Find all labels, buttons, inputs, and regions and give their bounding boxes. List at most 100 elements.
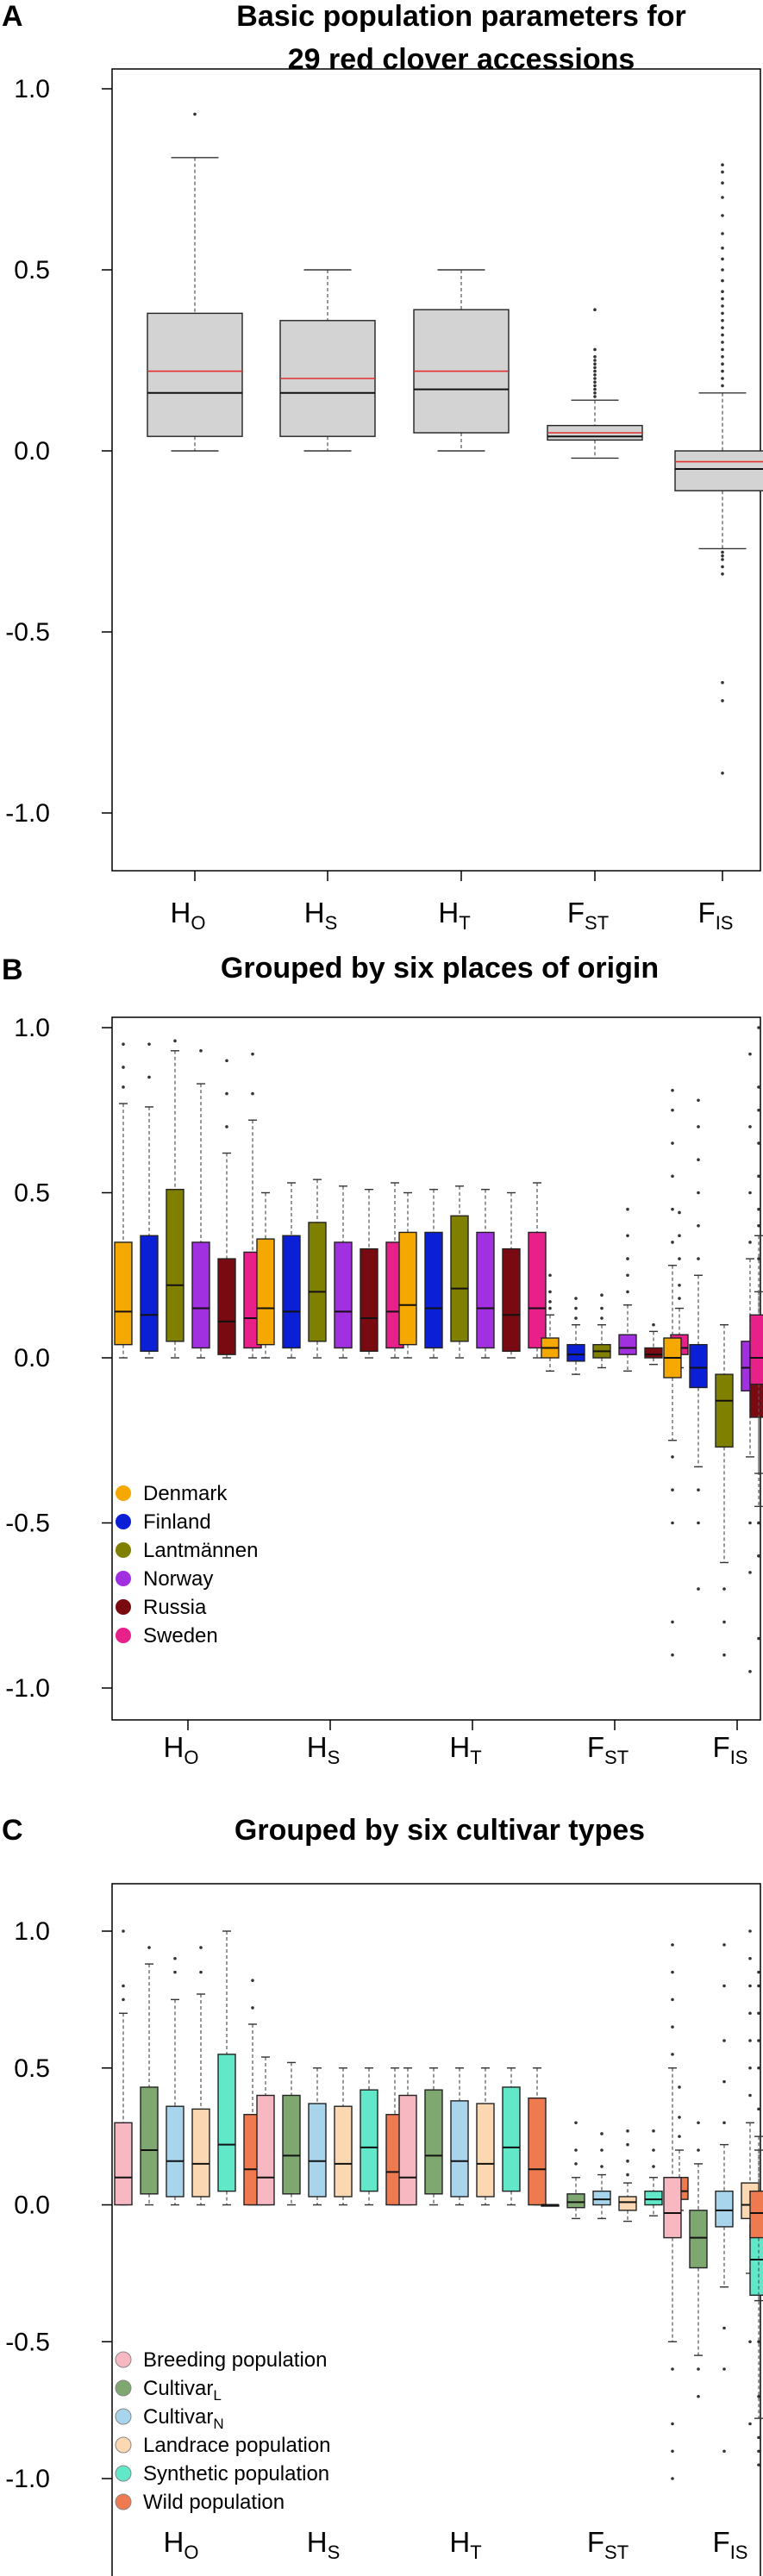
- outlier-point: [671, 1653, 674, 1657]
- outlier-point: [722, 1620, 726, 1624]
- outlier-point: [722, 1587, 726, 1591]
- box: [334, 1241, 353, 1349]
- legend-marker: [115, 2465, 132, 2482]
- outlier-point: [721, 772, 724, 775]
- box: [424, 1231, 443, 1349]
- chart-title: 29 red clover accessions: [288, 43, 635, 76]
- box-plot: [528, 1182, 547, 1359]
- outlier-point: [652, 2148, 655, 2152]
- box: [689, 1343, 708, 1389]
- legend-label: Lantmännen: [143, 1539, 258, 1562]
- box: [566, 1343, 585, 1362]
- y-tick-label: 1.0: [14, 75, 50, 103]
- box-plot: [424, 1188, 443, 1359]
- box-plot: [217, 1930, 236, 2206]
- outlier-point: [757, 2066, 760, 2070]
- outlier-point: [671, 1455, 674, 1459]
- outlier-point: [626, 1257, 629, 1260]
- outlier-point: [652, 2165, 655, 2168]
- box: [592, 2190, 611, 2206]
- box: [476, 2103, 495, 2198]
- outlier-point: [757, 1257, 760, 1260]
- box-plot: [715, 1323, 734, 1657]
- box-plot: [663, 1943, 682, 2480]
- legend-label: CultivarL: [143, 2377, 222, 2404]
- box-plot: [191, 1946, 210, 2206]
- outlier-point: [600, 2148, 604, 2152]
- outlier-point: [548, 1300, 552, 1304]
- box: [450, 1215, 469, 1342]
- outlier-point: [593, 395, 597, 398]
- x-tick-label-main: H: [438, 897, 459, 928]
- chart-title: Grouped by six cultivar types: [235, 1814, 645, 1847]
- box: [282, 1235, 301, 1349]
- x-tick-label-sub: O: [191, 912, 205, 934]
- legend-marker: [116, 1571, 131, 1586]
- outlier-point: [748, 1521, 752, 1525]
- box-plot: [644, 1322, 663, 1366]
- x-tick-label: HO: [164, 1731, 199, 1768]
- outlier-point: [671, 1174, 674, 1179]
- box: [749, 1314, 763, 1385]
- x-tick-label-main: H: [307, 2526, 328, 2558]
- outlier-point: [748, 1670, 752, 1673]
- box: [450, 2100, 469, 2198]
- outlier-point: [757, 1141, 760, 1145]
- x-tick-label-sub: S: [325, 912, 338, 934]
- outlier-point: [626, 2142, 629, 2147]
- outlier-point: [671, 2367, 674, 2371]
- box-plot: [413, 269, 510, 452]
- box-plot: [476, 2067, 495, 2206]
- box-plot: [147, 112, 243, 452]
- legend-label-main: Lantmännen: [143, 1539, 258, 1562]
- outlier-point: [722, 2039, 726, 2042]
- legend-label-main: Synthetic population: [143, 2462, 329, 2485]
- panel-letter: C: [2, 1814, 23, 1847]
- box-plot: [541, 2204, 560, 2207]
- box: [360, 1247, 378, 1353]
- box: [398, 2094, 417, 2206]
- y-tick-label: -0.5: [5, 1510, 50, 1538]
- x-tick-label: HO: [164, 2526, 199, 2563]
- legend-label: Russia: [143, 1596, 207, 1619]
- x-tick-label-sub: O: [184, 1747, 198, 1768]
- outlier-point: [748, 1929, 752, 1933]
- box-plot: [450, 2067, 469, 2206]
- legend-label-main: Landrace population: [143, 2434, 331, 2457]
- box-plot: [424, 2067, 443, 2206]
- outlier-point: [721, 304, 724, 308]
- box-plot: [282, 1182, 301, 1359]
- x-tick-label-main: H: [449, 2526, 470, 2558]
- y-tick-label: 0.5: [14, 1179, 50, 1208]
- legend-label-main: Denmark: [143, 1482, 228, 1505]
- outlier-point: [225, 1059, 228, 1063]
- box-plot: [618, 2129, 637, 2223]
- x-tick-label: FIS: [713, 1731, 748, 1768]
- box-plot: [256, 1191, 275, 1359]
- outlier-point: [678, 1234, 681, 1238]
- outlier-point: [626, 2129, 629, 2133]
- outlier-point: [173, 1956, 177, 1960]
- x-tick-label-sub: O: [184, 2542, 198, 2563]
- outlier-point: [671, 2449, 674, 2454]
- outlier-point: [721, 290, 724, 294]
- box-plot: [476, 1188, 495, 1359]
- outlier-point: [722, 1943, 726, 1947]
- x-tick-label: HS: [307, 1731, 341, 1768]
- outlier-point: [671, 1108, 674, 1112]
- outlier-point: [721, 181, 724, 184]
- box-plot: [644, 2129, 663, 2216]
- box-plot: [541, 1273, 560, 1372]
- outlier-point: [593, 377, 597, 380]
- box-plot: [689, 2121, 708, 2398]
- outlier-point: [593, 391, 597, 395]
- box-plot: [114, 1042, 133, 1359]
- box: [618, 2196, 637, 2211]
- box: [147, 312, 243, 437]
- outlier-point: [147, 1042, 151, 1046]
- box-plot: [166, 1039, 184, 1359]
- box-plot: [749, 1970, 763, 2454]
- outlier-point: [678, 2116, 681, 2119]
- x-tick-label: FIS: [698, 897, 734, 934]
- legend-marker: [116, 1599, 131, 1615]
